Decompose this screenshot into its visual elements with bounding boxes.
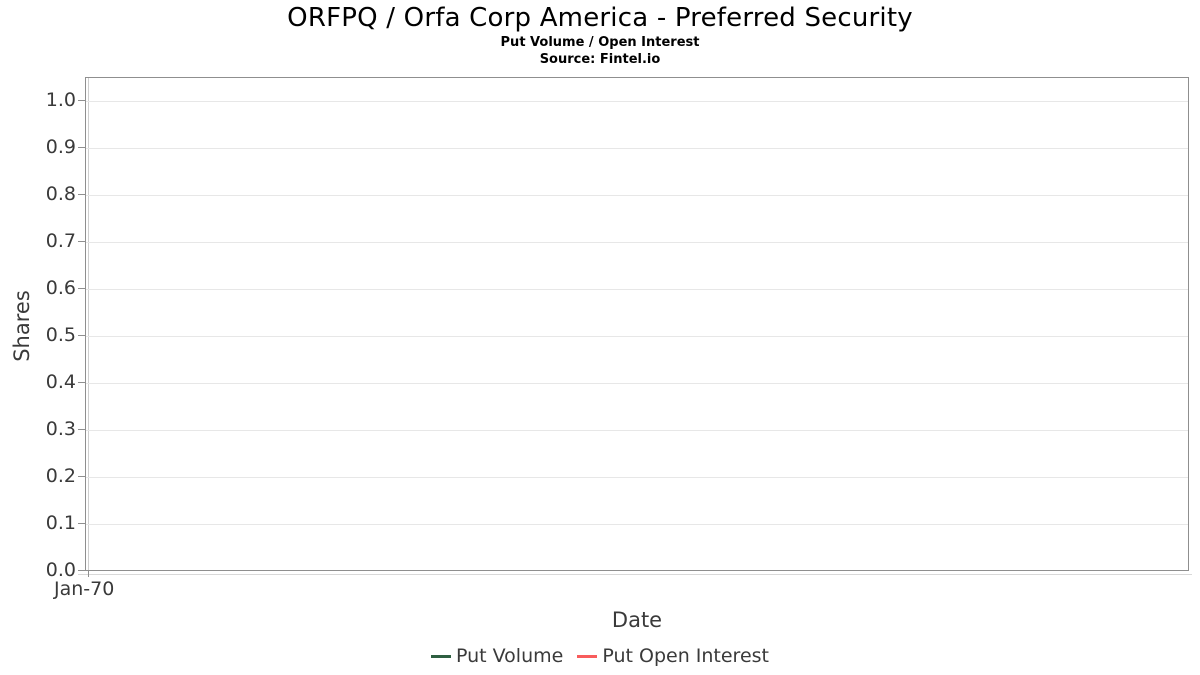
y-gridline-0.2 — [86, 477, 1188, 478]
y-tick-label-0.1: 0.1 — [45, 512, 76, 534]
y-gridline-0.7 — [86, 242, 1188, 243]
y-tick-label-0.9: 0.9 — [45, 136, 76, 158]
y-tick-label-0.3: 0.3 — [45, 418, 76, 440]
legend-item-put-volume: Put Volume — [431, 645, 563, 667]
x-tick-label: Jan-70 — [54, 578, 115, 600]
y-tick-mark-1.0 — [78, 100, 85, 101]
chart-title: ORFPQ / Orfa Corp America - Preferred Se… — [287, 3, 913, 33]
x-axis-underline — [78, 574, 1192, 575]
y-tick-mark-0.0 — [78, 570, 85, 571]
legend-item-put-open-interest: Put Open Interest — [577, 645, 769, 667]
x-axis-label: Date — [611, 608, 663, 632]
y-tick-label-0.0: 0.0 — [45, 559, 76, 581]
chart-subtitle: Put Volume / Open Interest — [500, 35, 700, 50]
y-tick-mark-0.1 — [78, 523, 85, 524]
legend-label: Put Volume — [456, 645, 564, 667]
y-tick-mark-0.3 — [78, 429, 85, 430]
y-gridline-0.1 — [86, 524, 1188, 525]
legend-label: Put Open Interest — [602, 645, 769, 667]
y-gridline-0.9 — [86, 148, 1188, 149]
y-gridline-0.6 — [86, 289, 1188, 290]
y-tick-label-0.5: 0.5 — [45, 324, 76, 346]
legend-line-icon — [431, 654, 451, 658]
y-gridline-1.0 — [86, 101, 1188, 102]
y-tick-label-1.0: 1.0 — [45, 89, 76, 111]
y-tick-mark-0.8 — [78, 194, 85, 195]
chart-source: Source: Fintel.io — [539, 52, 661, 67]
y-tick-label-0.4: 0.4 — [45, 371, 76, 393]
y-gridline-0.4 — [86, 383, 1188, 384]
y-tick-label-0.8: 0.8 — [45, 183, 76, 205]
plot-area — [85, 77, 1189, 571]
y-tick-label-0.6: 0.6 — [45, 277, 76, 299]
y-tick-label-0.2: 0.2 — [45, 465, 76, 487]
y-tick-mark-0.5 — [78, 335, 85, 336]
y-tick-label-0.7: 0.7 — [45, 230, 76, 252]
chart-legend: Put Volume Put Open Interest — [0, 645, 1200, 667]
y-tick-mark-0.2 — [78, 476, 85, 477]
legend-line-icon — [577, 654, 598, 658]
y-gridline-0.8 — [86, 195, 1188, 196]
y-tick-mark-0.6 — [78, 288, 85, 289]
y-tick-mark-0.9 — [78, 147, 85, 148]
y-gridline-0.5 — [86, 336, 1188, 337]
x-gridline-jan-70 — [88, 78, 89, 570]
y-gridline-0.3 — [86, 430, 1188, 431]
y-tick-mark-0.4 — [78, 382, 85, 383]
x-tick-mark-jan-70 — [88, 571, 89, 577]
y-tick-mark-0.7 — [78, 241, 85, 242]
